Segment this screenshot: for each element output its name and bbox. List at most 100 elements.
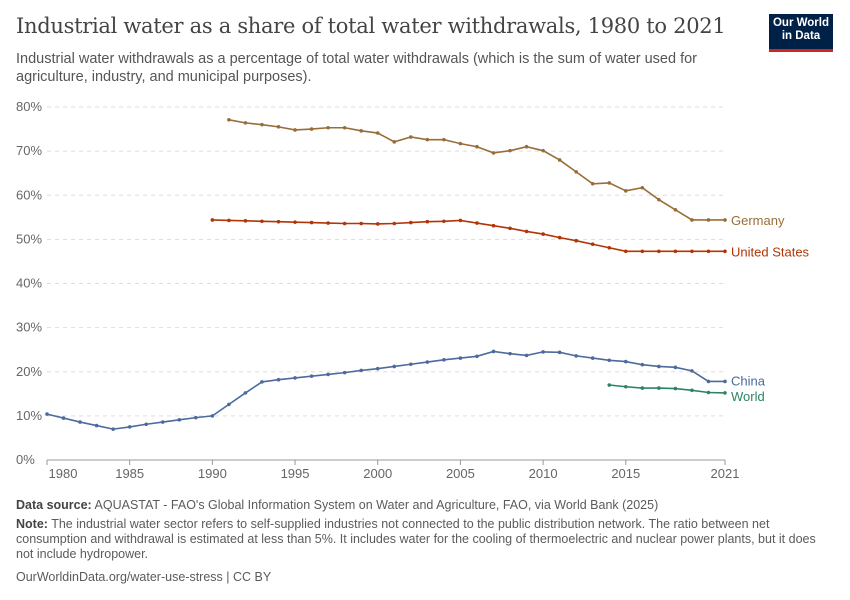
x-tick-label: 1980	[49, 466, 78, 481]
y-tick-label: 10%	[16, 408, 42, 423]
data-point	[392, 140, 397, 144]
data-point	[409, 220, 413, 225]
chart-subtitle: Industrial water withdrawals as a percen…	[16, 51, 698, 85]
data-point	[623, 249, 628, 254]
y-tick-label: 50%	[16, 231, 42, 246]
source-label: Data source:	[16, 498, 92, 512]
data-point	[574, 354, 578, 358]
data-point	[144, 422, 149, 427]
data-point	[690, 388, 694, 393]
data-point	[541, 148, 545, 153]
data-point	[623, 189, 628, 193]
data-point	[111, 427, 115, 431]
data-point	[243, 391, 248, 395]
data-point	[293, 128, 297, 132]
data-point	[260, 219, 264, 224]
data-point	[706, 218, 711, 222]
data-point	[210, 218, 215, 222]
data-point	[276, 219, 281, 224]
data-point	[508, 226, 512, 231]
data-point	[45, 412, 49, 416]
data-point	[623, 359, 628, 364]
data-point	[508, 148, 512, 153]
x-tick-label: 2015	[611, 466, 640, 481]
data-point	[723, 379, 727, 384]
note: Note: The industrial water sector refers…	[16, 517, 826, 562]
data-point	[326, 125, 330, 130]
data-point	[276, 125, 281, 129]
data-point	[375, 131, 380, 135]
data-point	[706, 390, 711, 395]
data-source: Data source: AQUASTAT - FAO's Global Inf…	[16, 498, 826, 513]
data-point	[61, 416, 66, 420]
data-point	[293, 220, 297, 224]
data-point	[260, 122, 264, 127]
data-point	[375, 222, 380, 226]
data-point	[342, 370, 347, 375]
data-point	[607, 358, 612, 363]
y-tick-label: 60%	[16, 187, 42, 202]
owid-logo[interactable]: Our World in Data	[769, 14, 833, 52]
data-point	[657, 386, 661, 390]
data-point	[640, 185, 645, 190]
data-point	[342, 125, 347, 130]
data-point	[326, 221, 330, 225]
y-tick-label: 0%	[16, 452, 35, 467]
data-point	[276, 377, 281, 382]
data-point	[574, 170, 578, 174]
y-tick-label: 20%	[16, 364, 42, 379]
data-point	[690, 369, 694, 373]
data-point	[640, 362, 645, 367]
data-point	[78, 420, 82, 424]
data-point	[491, 151, 496, 155]
data-point	[442, 358, 446, 362]
data-point	[243, 219, 248, 223]
data-point	[657, 197, 661, 202]
data-point	[342, 221, 347, 226]
data-point	[607, 245, 612, 250]
data-point	[309, 220, 314, 225]
data-point	[210, 414, 215, 418]
data-point	[541, 350, 545, 354]
data-point	[442, 219, 446, 224]
data-point	[524, 144, 529, 149]
data-point	[475, 144, 479, 149]
data-point	[673, 208, 678, 212]
data-point	[442, 137, 446, 142]
data-point	[227, 218, 231, 223]
data-point	[607, 181, 612, 185]
data-point	[160, 420, 165, 424]
data-point	[359, 368, 363, 373]
series-label: United States	[731, 244, 810, 259]
data-point	[657, 249, 661, 254]
data-point	[194, 415, 198, 420]
data-point	[260, 380, 264, 384]
source-text: AQUASTAT - FAO's Global Information Syst…	[94, 498, 659, 512]
data-point	[673, 365, 678, 370]
x-tick-label: 2000	[363, 466, 392, 481]
data-point	[309, 374, 314, 378]
data-point	[243, 121, 248, 125]
data-point	[375, 366, 380, 371]
x-tick-label: 1995	[281, 466, 310, 481]
series-line-world	[609, 384, 726, 394]
data-point	[723, 218, 727, 222]
series-label: China	[731, 373, 766, 388]
data-point	[425, 137, 430, 142]
data-point	[458, 218, 463, 223]
data-point	[673, 386, 678, 391]
data-point	[227, 402, 231, 407]
y-tick-label: 30%	[16, 320, 42, 335]
data-point	[557, 350, 562, 355]
chart-title: Industrial water as a share of total wat…	[16, 14, 726, 38]
data-point	[392, 221, 397, 226]
data-point	[425, 219, 430, 224]
series-line-united-states	[212, 219, 725, 253]
data-point	[293, 376, 297, 380]
source-link[interactable]: OurWorldinData.org/water-use-stress | CC…	[16, 570, 272, 584]
data-point	[309, 127, 314, 131]
x-tick-label: 2010	[529, 466, 558, 481]
data-point	[508, 351, 512, 356]
data-point	[491, 349, 496, 354]
